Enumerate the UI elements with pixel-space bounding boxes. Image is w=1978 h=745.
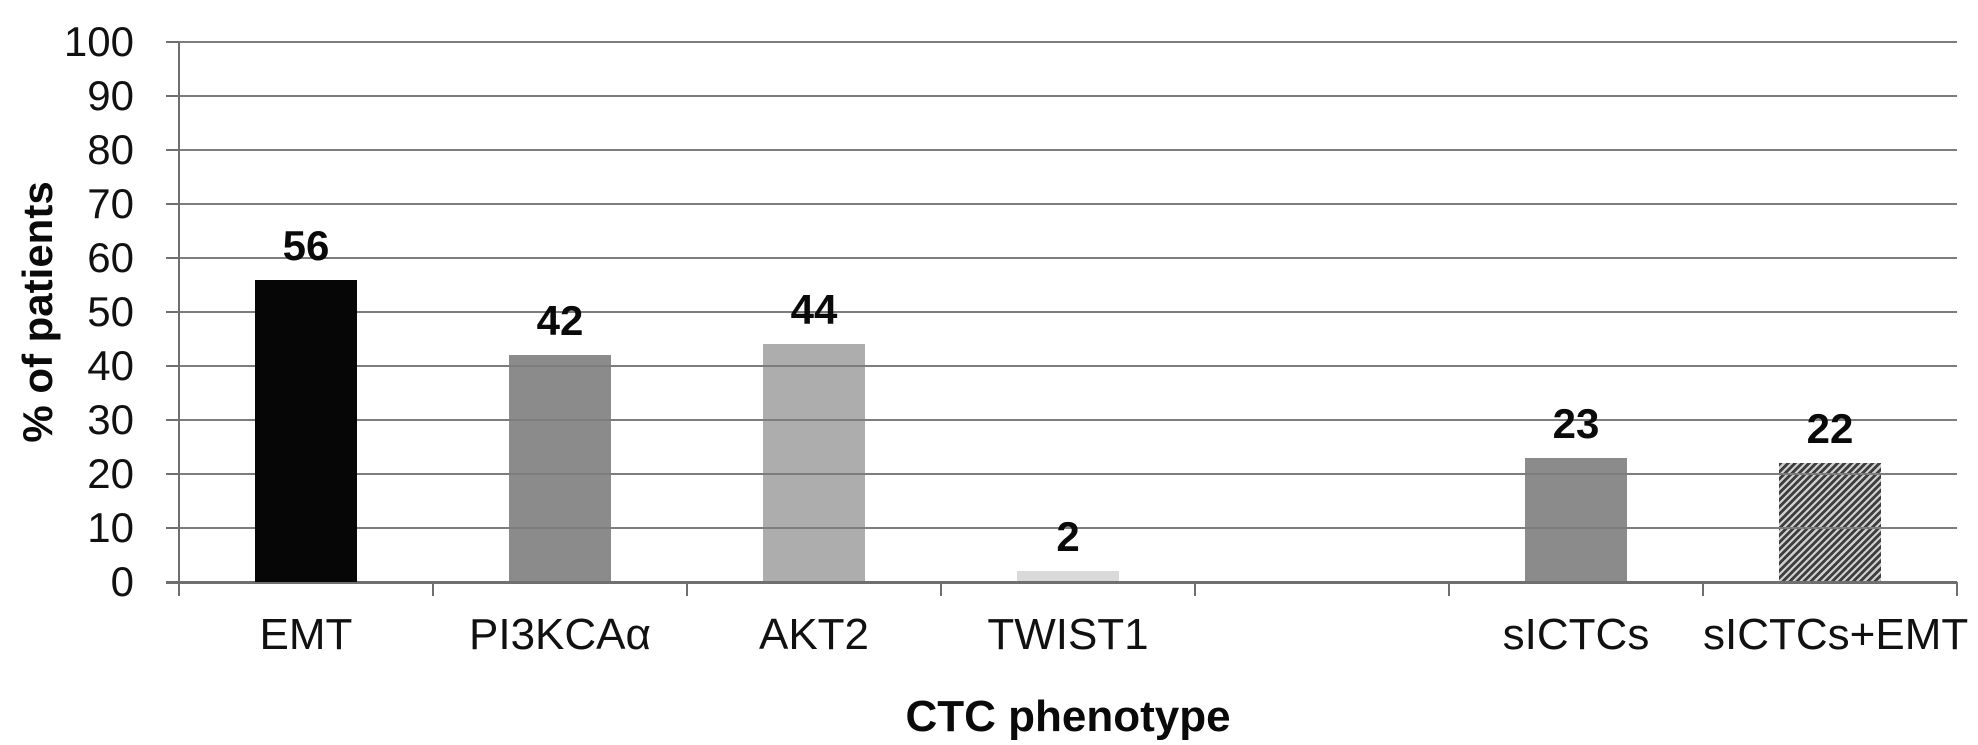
gridline <box>179 257 1957 259</box>
y-tick-label: 50 <box>87 288 134 335</box>
y-axis-tick <box>166 419 179 421</box>
y-tick-label: 70 <box>87 180 134 227</box>
y-axis-tick <box>166 95 179 97</box>
bar-emt <box>255 279 357 582</box>
bar-sictcs-emt <box>1779 463 1881 582</box>
bar-akt2 <box>763 344 865 582</box>
y-axis-tick <box>166 365 179 367</box>
x-axis-line <box>166 581 1957 584</box>
y-axis-tick <box>166 41 179 43</box>
gridline <box>179 527 1957 529</box>
bar-value-label: 23 <box>1552 399 1600 447</box>
x-axis-tick <box>1956 582 1958 596</box>
gridline <box>179 311 1957 313</box>
gridline <box>179 149 1957 151</box>
x-category-label: AKT2 <box>758 610 870 659</box>
y-tick-label: 10 <box>87 504 134 551</box>
bar-pi3kca <box>509 355 611 582</box>
y-tick-label: 90 <box>87 72 134 119</box>
y-tick-label: 100 <box>63 18 134 65</box>
y-tick-label: 20 <box>87 450 134 497</box>
bar-sictcs <box>1525 457 1627 582</box>
x-axis-tick <box>1702 582 1704 596</box>
bar-value-label: 42 <box>536 297 584 345</box>
x-category-label: TWIST1 <box>987 610 1149 659</box>
x-axis-title: CTC phenotype <box>905 692 1231 741</box>
gridline <box>179 41 1957 43</box>
y-tick-label: 80 <box>87 126 134 173</box>
y-tick-label: 30 <box>87 396 134 443</box>
y-axis-tick <box>166 257 179 259</box>
y-axis-line <box>178 42 180 582</box>
x-axis-tick <box>1448 582 1450 596</box>
gridline <box>179 473 1957 475</box>
bar-twist1 <box>1017 571 1119 582</box>
bar-value-label: 44 <box>790 286 838 334</box>
y-tick-label: 40 <box>87 342 134 389</box>
bar-value-label: 56 <box>282 221 330 269</box>
bar-value-label: 22 <box>1806 405 1854 453</box>
x-category-label: sICTCs <box>1502 610 1650 659</box>
x-category-label: PI3KCAα <box>469 610 651 659</box>
gridline <box>179 95 1957 97</box>
gridline <box>179 365 1957 367</box>
x-axis-tick <box>178 582 180 596</box>
gridline <box>179 419 1957 421</box>
bar-value-label: 2 <box>1056 513 1080 561</box>
x-axis-tick <box>432 582 434 596</box>
y-axis-tick <box>166 149 179 151</box>
y-tick-label: 60 <box>87 234 134 281</box>
y-tick-label: 0 <box>110 558 134 605</box>
y-axis-tick <box>166 311 179 313</box>
x-category-label: sICTCs+EMT <box>1703 610 1969 659</box>
x-category-label: EMT <box>259 610 353 659</box>
x-axis-tick <box>1194 582 1196 596</box>
y-axis-tick <box>166 473 179 475</box>
gridline <box>179 203 1957 205</box>
x-axis-tick <box>686 582 688 596</box>
y-axis-tick <box>166 203 179 205</box>
x-axis-tick <box>940 582 942 596</box>
y-axis-tick <box>166 527 179 529</box>
